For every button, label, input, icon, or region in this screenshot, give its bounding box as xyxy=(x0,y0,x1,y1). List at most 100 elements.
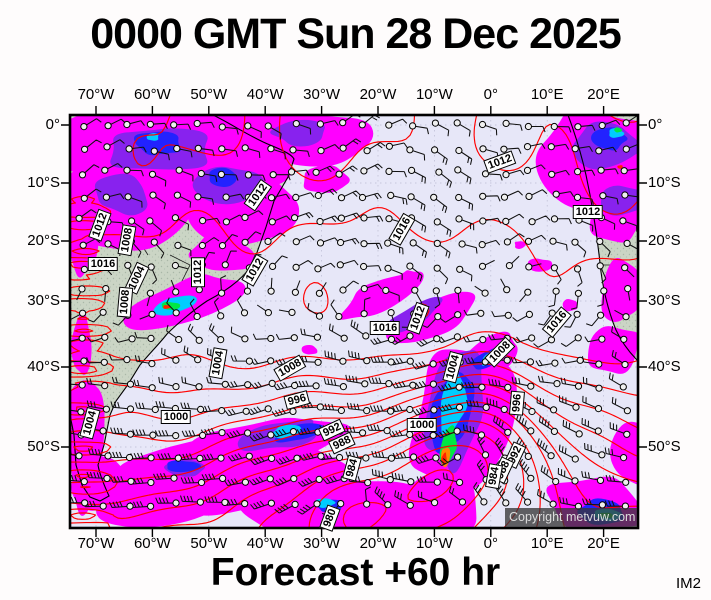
station-circle xyxy=(453,427,461,435)
station-circle xyxy=(245,452,253,460)
station-circle xyxy=(337,194,346,202)
station-circle xyxy=(500,193,509,201)
station-circle xyxy=(126,405,135,413)
station-circle xyxy=(595,147,603,155)
station-circle xyxy=(314,265,322,273)
station-circle xyxy=(503,356,511,364)
station-circle xyxy=(479,192,487,200)
station-circle xyxy=(312,168,320,176)
station-circle xyxy=(217,312,225,320)
station-circle xyxy=(222,218,230,226)
station-circle xyxy=(170,121,178,129)
station-circle xyxy=(80,123,88,131)
station-circle xyxy=(619,217,627,225)
station-circle xyxy=(336,261,344,269)
station-circle xyxy=(360,214,368,222)
station-circle xyxy=(337,500,345,508)
station-circle xyxy=(407,193,415,201)
station-circle xyxy=(292,358,300,366)
latitude-label-right: 30°S xyxy=(648,292,681,309)
station-circle xyxy=(481,170,490,178)
station-circle xyxy=(288,308,296,316)
station-circle xyxy=(387,454,396,462)
station-circle xyxy=(199,431,207,439)
station-circle xyxy=(387,191,395,200)
station-circle xyxy=(269,262,277,270)
longitude-label-bottom: 60°W xyxy=(133,535,171,552)
station-circle xyxy=(244,122,252,130)
station-circle xyxy=(524,452,532,460)
station-circle xyxy=(267,145,275,153)
station-circle xyxy=(241,335,249,343)
station-circle xyxy=(597,214,606,222)
station-circle xyxy=(406,262,414,270)
station-circle xyxy=(264,309,272,317)
station-circle xyxy=(124,261,132,269)
latitude-label-left: 0° xyxy=(45,116,60,133)
station-circle xyxy=(384,239,392,247)
station-circle xyxy=(574,289,582,297)
station-circle xyxy=(503,334,511,342)
station-circle xyxy=(337,214,345,222)
station-circle xyxy=(435,168,443,176)
station-circle xyxy=(387,358,395,366)
station-circle xyxy=(245,264,253,272)
station-circle xyxy=(172,499,180,507)
station-circle xyxy=(171,404,180,413)
station-circle xyxy=(571,145,579,153)
station-circle xyxy=(623,430,631,438)
station-circle xyxy=(547,452,555,460)
station-circle xyxy=(430,406,438,414)
station-circle xyxy=(77,408,85,416)
station-circle xyxy=(264,122,272,130)
station-circle xyxy=(148,310,156,318)
station-circle xyxy=(175,166,183,174)
station-circle xyxy=(410,310,418,318)
station-circle xyxy=(197,478,206,487)
station-circle xyxy=(175,335,183,344)
station-circle xyxy=(292,120,300,128)
station-circle xyxy=(552,287,560,295)
station-circle xyxy=(314,358,322,366)
station-circle xyxy=(362,454,370,462)
station-circle xyxy=(315,289,323,297)
station-circle xyxy=(598,501,607,509)
station-circle xyxy=(172,309,180,317)
station-circle xyxy=(128,335,136,343)
station-circle xyxy=(406,332,414,340)
station-circle xyxy=(148,170,157,178)
station-circle xyxy=(597,166,605,174)
rain-area xyxy=(600,185,638,216)
station-circle xyxy=(102,285,110,293)
station-circle xyxy=(218,356,226,364)
station-circle xyxy=(241,213,249,222)
station-circle xyxy=(146,120,155,128)
station-circle xyxy=(550,215,559,223)
station-circle xyxy=(101,382,109,390)
station-circle xyxy=(407,478,415,486)
station-circle xyxy=(267,334,275,343)
station-circle xyxy=(384,501,392,509)
station-circle xyxy=(573,310,581,318)
station-circle xyxy=(173,144,181,153)
station-circle xyxy=(363,407,371,415)
station-circle xyxy=(314,428,322,436)
station-circle xyxy=(406,146,414,154)
longitude-label-bottom: 10°W xyxy=(415,535,453,552)
station-circle xyxy=(482,403,490,411)
latitude-label-left: 40°S xyxy=(27,358,60,375)
station-circle xyxy=(267,499,275,507)
station-circle xyxy=(527,474,535,482)
latitude-label-left: 50°S xyxy=(27,438,60,455)
station-circle xyxy=(477,309,485,317)
station-circle xyxy=(408,166,416,175)
longitude-label-bottom: 50°W xyxy=(190,535,228,552)
station-circle xyxy=(385,167,393,176)
station-circle xyxy=(313,500,321,508)
station-circle xyxy=(434,313,442,321)
station-circle xyxy=(383,427,391,435)
station-circle xyxy=(316,239,325,247)
station-circle xyxy=(574,123,582,131)
station-circle xyxy=(218,123,226,131)
